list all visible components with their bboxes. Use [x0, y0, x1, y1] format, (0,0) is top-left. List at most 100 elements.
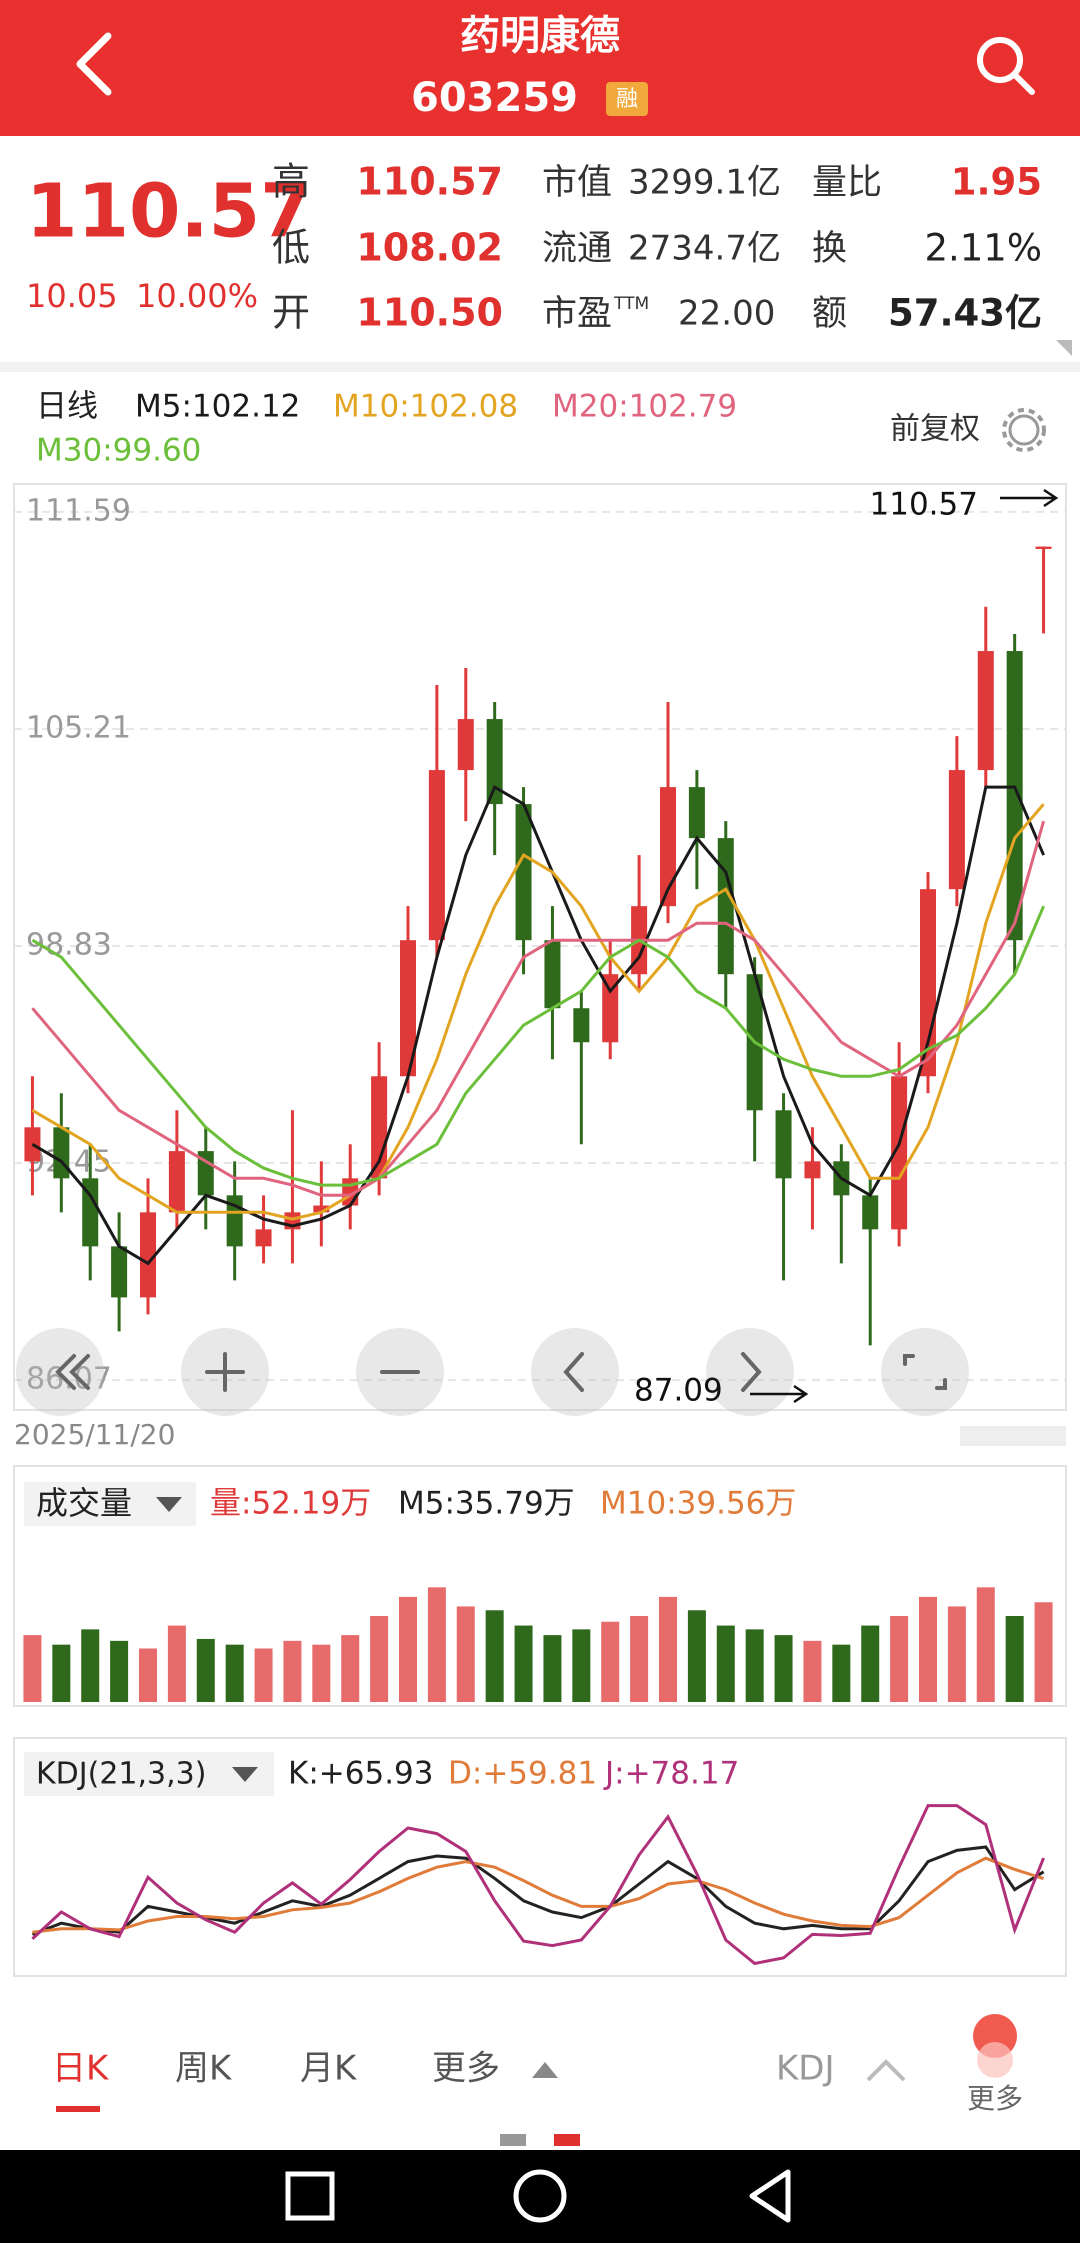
tab[interactable]: 周K — [175, 2049, 233, 2089]
candle-body — [544, 940, 561, 1009]
y-tick-label: 105.21 — [26, 710, 131, 745]
y-tick-label: 111.59 — [26, 493, 131, 528]
settings-button[interactable] — [1002, 408, 1046, 452]
chevron — [866, 2059, 906, 2082]
candle-body — [168, 1151, 185, 1213]
candle-body — [717, 838, 734, 975]
chart-frame — [13, 483, 1067, 1411]
volume-bar — [832, 1644, 851, 1702]
volume-bar — [774, 1635, 793, 1702]
tab[interactable]: 日K — [52, 2049, 110, 2089]
change-pct: 10.00% — [136, 277, 258, 315]
candle-body — [486, 719, 503, 805]
page-dot — [554, 2134, 580, 2146]
candle-body — [140, 1212, 156, 1298]
volume-bar — [225, 1644, 244, 1702]
volume-bar — [687, 1610, 706, 1702]
volume-bar — [1034, 1602, 1053, 1702]
date: 2025/11/20 — [14, 1418, 175, 1451]
back-button[interactable] — [76, 32, 112, 96]
volume-bar — [976, 1587, 995, 1702]
legend-entry: K:+65.93 — [288, 1756, 434, 1792]
volume-frame — [13, 1465, 1067, 1707]
candle-body — [82, 1178, 99, 1247]
nav-bar — [0, 2150, 1080, 2243]
badge-text: 融 — [616, 87, 638, 112]
annotation-arrow — [1000, 488, 1059, 508]
volume-label: 成交量 — [36, 1484, 132, 1522]
volume-bar — [803, 1640, 822, 1702]
control-icon — [563, 1352, 584, 1392]
corner-mark — [1056, 340, 1072, 356]
kdj-selector[interactable] — [24, 1752, 274, 1796]
tab[interactable]: 更多 — [432, 2049, 500, 2089]
indicator-button[interactable]: KDJ — [776, 2049, 835, 2089]
label: 市值 — [542, 163, 612, 203]
volume-bar — [659, 1596, 677, 1702]
control-icon — [55, 1354, 90, 1390]
volume-bar — [52, 1644, 71, 1702]
page-dot — [500, 2134, 526, 2146]
volume-bar — [919, 1596, 937, 1702]
volume-bar — [745, 1629, 764, 1702]
legend-entry: M10:102.08 — [333, 389, 518, 425]
label: 量比 — [812, 163, 882, 203]
chart-control[interactable] — [881, 1328, 969, 1416]
more-icon-shadow — [977, 2042, 1013, 2078]
tab-underline — [56, 2106, 100, 2112]
volume-bar — [861, 1625, 880, 1702]
volume-bar — [23, 1635, 42, 1702]
volume-bar — [399, 1596, 417, 1702]
volume-bar — [370, 1616, 389, 1702]
more-button[interactable]: 更多 — [967, 2082, 1023, 2115]
label: 高 — [272, 160, 310, 204]
volume-bar — [716, 1625, 735, 1702]
legend-entry: D:+59.81 — [448, 1756, 597, 1792]
value: 3299.1亿 — [628, 163, 781, 203]
volume-bar — [890, 1616, 909, 1702]
line — [31, 784, 1045, 1266]
candle-body — [111, 1246, 128, 1298]
candle-body — [688, 787, 705, 839]
annotation: 110.57 — [870, 487, 978, 523]
value: 57.43亿 — [888, 292, 1042, 335]
adjust-button[interactable]: 前复权 — [890, 412, 980, 447]
superscript: TTM — [613, 294, 649, 314]
candle-body — [775, 1110, 792, 1179]
candle-body — [313, 1205, 330, 1213]
candle-body — [573, 1008, 590, 1043]
label: 开 — [272, 291, 310, 335]
volume-bar — [947, 1606, 966, 1702]
candle-body — [1035, 546, 1052, 549]
nav-back[interactable] — [749, 2169, 791, 2223]
kdj-label: KDJ(21,3,3) — [36, 1757, 206, 1792]
candle-body — [53, 1127, 70, 1179]
legend-entry: M5:35.79万 — [398, 1486, 575, 1522]
candle-body — [400, 940, 416, 1077]
line — [31, 820, 1046, 1197]
candle-body — [977, 651, 994, 771]
volume-bar — [110, 1640, 129, 1702]
value: 22.00 — [678, 294, 775, 334]
volume-bar — [254, 1648, 273, 1702]
tab[interactable]: 月K — [300, 2049, 358, 2089]
label: 额 — [812, 294, 847, 334]
label: 市盈 — [542, 294, 612, 334]
nav-home[interactable] — [513, 2169, 567, 2223]
control-icon — [741, 1352, 762, 1392]
legend-entry: M5:102.12 — [135, 389, 300, 425]
candle-body — [255, 1229, 272, 1247]
dropdown-icon — [232, 1767, 258, 1782]
volume-bar — [196, 1638, 215, 1702]
volume-bar — [341, 1635, 360, 1702]
volume-bar — [283, 1640, 302, 1702]
annotation-arrow — [750, 1384, 809, 1404]
chart-control[interactable] — [531, 1328, 619, 1416]
nav-recent[interactable] — [285, 2171, 335, 2221]
search-button[interactable] — [977, 37, 1035, 95]
legend-entry: M10:39.56万 — [600, 1486, 796, 1522]
label: 换 — [812, 229, 847, 269]
line — [31, 803, 1045, 1221]
candle-body — [428, 770, 445, 941]
candle-body — [602, 974, 619, 1043]
